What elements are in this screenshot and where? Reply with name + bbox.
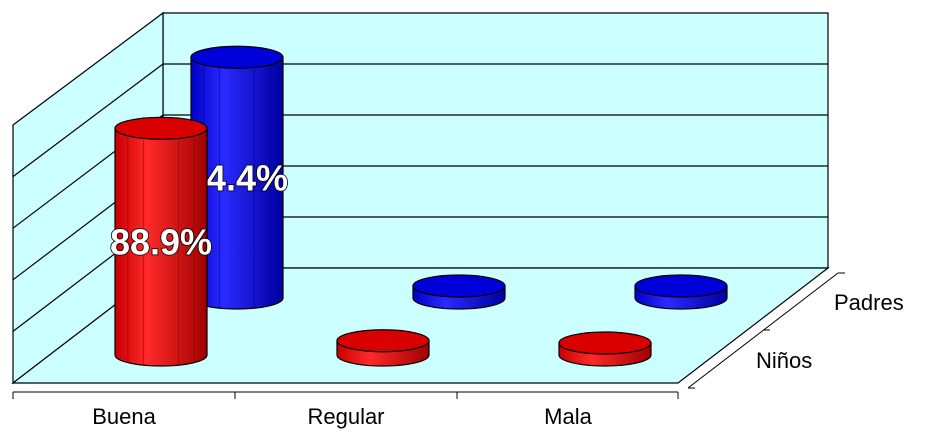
x-ticks <box>12 272 845 399</box>
bar-ninos-mala <box>558 331 652 367</box>
data-label-ninos-buena: 88.9% <box>110 222 212 263</box>
x-tick-label-mala: Mala <box>544 404 592 429</box>
bar-padres-mala <box>634 274 728 310</box>
bar-ninos-regular <box>336 329 430 367</box>
x-tick-label-regular: Regular <box>307 404 384 429</box>
bars: 94.4%88.9% <box>109 45 728 367</box>
x-tick-label-buena: Buena <box>92 404 156 429</box>
bar-ninos-buena: 88.9% <box>109 116 213 367</box>
series-label-ninos: Niños <box>756 348 812 373</box>
bar-padres-regular <box>412 274 506 310</box>
series-label-padres: Padres <box>834 290 904 315</box>
gridline-side-4 <box>12 63 164 178</box>
